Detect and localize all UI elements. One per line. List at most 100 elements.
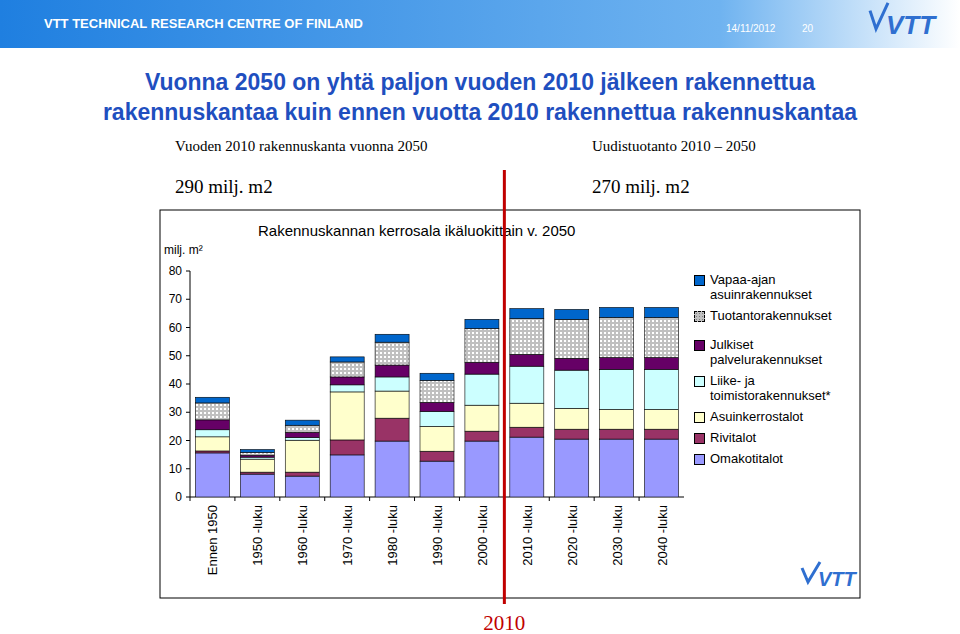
caption: Vuoden 2010 rakennuskanta vuonna 2050 (175, 138, 427, 154)
legend-swatch (694, 454, 705, 465)
bar-segment (555, 358, 589, 370)
y-tick-label: 80 (169, 264, 183, 278)
legend-item: Liike- ja toimistorakennukset* (694, 373, 854, 403)
y-tick (186, 468, 190, 469)
slide-title: rakennuskantaa kuin ennen vuotta 2010 ra… (103, 99, 857, 125)
bar-segment (330, 392, 364, 440)
y-tick-label: 40 (169, 377, 183, 391)
bar-segment (375, 334, 409, 342)
bar-segment (645, 307, 679, 317)
bar-segment (330, 377, 364, 385)
legend-label: Liike- ja toimistorakennukset* (710, 373, 831, 403)
bar-segment (600, 369, 634, 409)
bar-segment (285, 420, 319, 425)
bar-segment (285, 432, 319, 437)
bar-segment (285, 472, 319, 476)
bar-segment (195, 420, 229, 430)
bar-segment (420, 411, 454, 426)
bar-segment (510, 366, 544, 403)
y-tick (186, 497, 190, 498)
bar-segment (375, 441, 409, 497)
bar-segment (600, 317, 634, 357)
legend-swatch (694, 275, 705, 286)
x-tick-label: 2000 -luku (475, 505, 490, 566)
legend-label: Tuotantorakennukset (710, 308, 832, 323)
logo: VTT (886, 10, 937, 40)
divider-line (503, 170, 506, 604)
y-axis-label: milj. m² (164, 243, 203, 257)
bar-segment (465, 431, 499, 441)
x-tick (549, 497, 550, 501)
legend-item: Omakotitalot (694, 451, 854, 466)
bar-segment (465, 328, 499, 362)
header-bar (0, 0, 960, 48)
y-tick (186, 271, 190, 272)
bar-segment (330, 455, 364, 497)
bar-segment (195, 397, 229, 403)
legend-label: Julkiset palvelurakennukset (710, 337, 822, 367)
y-tick (186, 355, 190, 356)
chart-title: Rakennuskannan kerrosala ikäluokittain v… (258, 222, 575, 239)
bar-segment (375, 342, 409, 365)
y-tick-label: 0 (175, 490, 182, 504)
bar-segment (465, 374, 499, 405)
bar-segment (285, 437, 319, 440)
legend-swatch (694, 412, 705, 423)
bar-segment (285, 476, 319, 497)
y-tick-label: 10 (169, 462, 183, 476)
bar-segment (645, 357, 679, 369)
bar-segment (330, 440, 364, 455)
x-tick (594, 497, 595, 501)
legend-item: Rivitalot (694, 430, 854, 445)
bar-segment (555, 439, 589, 497)
legend-swatch (694, 340, 705, 351)
bar-segment (555, 408, 589, 429)
legend-item: Asuinkerrostalot (694, 409, 854, 424)
legend-swatch (694, 311, 705, 322)
bar-segment (645, 409, 679, 429)
y-tick-label: 20 (169, 434, 183, 448)
chart-frame (160, 210, 860, 598)
bar-segment (510, 318, 544, 354)
x-tick (190, 497, 191, 501)
legend-swatch (694, 433, 705, 444)
slide-title: Vuonna 2050 on yhtä paljon vuoden 2010 j… (145, 69, 815, 95)
bar-segment (285, 425, 319, 432)
bar-segment (420, 426, 454, 451)
bar-segment (600, 307, 634, 317)
bar-segment (375, 365, 409, 377)
bars (195, 307, 678, 497)
x-tick (234, 497, 235, 501)
y-tick-label: 50 (169, 349, 183, 363)
bar-segment (375, 377, 409, 391)
x-tick-label: 2030 -luku (610, 505, 625, 566)
x-tick-label: 1960 -luku (295, 505, 310, 566)
bar-segment (465, 441, 499, 497)
x-tick-label: 1980 -luku (385, 505, 400, 566)
annotation: 2010 (483, 611, 525, 634)
x-tick-label: 2010 -luku (520, 505, 535, 566)
bar-segment (510, 309, 544, 319)
y-tick (186, 440, 190, 441)
bar-segment (195, 403, 229, 420)
x-tick (369, 497, 370, 501)
x-tick-label: 2040 -luku (655, 505, 670, 566)
y-tick (186, 412, 190, 413)
x-tick-label: 1950 -luku (250, 505, 265, 566)
header-date: 14/11/2012 (726, 23, 776, 34)
bar-segment (510, 354, 544, 366)
bar-segment (330, 385, 364, 392)
y-tick-label: 70 (169, 292, 183, 306)
bar-segment (510, 403, 544, 427)
bar-segment (645, 439, 679, 497)
bar-segment (555, 319, 589, 358)
total: 270 milj. m2 (592, 176, 690, 197)
bar-segment (420, 380, 454, 402)
bar-segment (600, 439, 634, 497)
bar-segment (600, 429, 634, 439)
legend-item: Tuotantorakennukset (694, 308, 854, 323)
y-tick (186, 327, 190, 328)
bar-segment (465, 362, 499, 374)
header-title: VTT TECHNICAL RESEARCH CENTRE OF FINLAND (44, 16, 363, 31)
legend-label: Vapaa-ajan asuinrakennukset (710, 272, 812, 302)
